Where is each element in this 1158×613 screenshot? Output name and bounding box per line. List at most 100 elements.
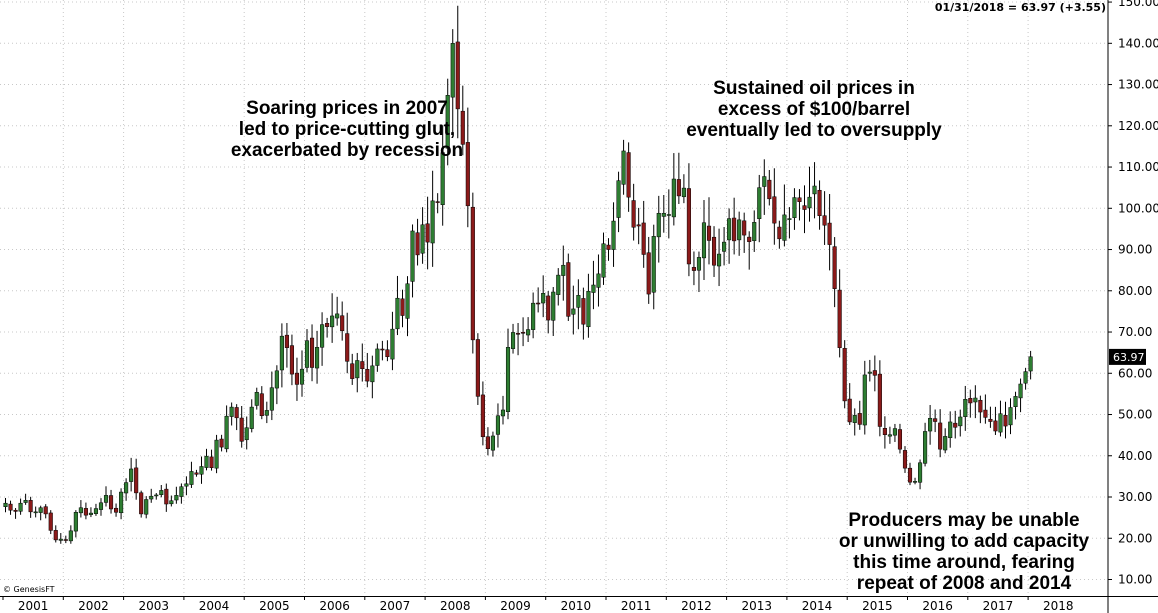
candle-down xyxy=(53,530,58,541)
candle-down xyxy=(435,201,440,203)
candle-up xyxy=(159,490,164,495)
candle-up xyxy=(355,360,360,379)
candle-up xyxy=(144,499,149,515)
annotation-line: Sustained oil prices in xyxy=(713,78,915,99)
candle-up xyxy=(923,431,928,464)
candle-down xyxy=(43,506,48,515)
candle-up xyxy=(38,507,43,513)
candle-up xyxy=(430,200,435,244)
candle-down xyxy=(988,418,993,422)
candle-up xyxy=(23,500,28,503)
candle-up xyxy=(661,212,666,217)
candle-down xyxy=(114,507,119,513)
candle-down xyxy=(294,372,300,385)
candle-down xyxy=(933,418,938,422)
annotation-2013: Sustained oil prices in excess of $100/b… xyxy=(672,78,956,141)
y-axis: 10.00 20.00 30.00 40.00 50.00 60.00 70.00 80.00… xyxy=(1107,0,1158,613)
candle-up xyxy=(420,224,425,254)
x-tick-label: 2010 xyxy=(561,599,592,613)
candle-up xyxy=(656,212,661,238)
candle-down xyxy=(686,188,691,265)
candle-up xyxy=(119,491,124,514)
candle-up xyxy=(440,152,445,206)
candle-down xyxy=(968,398,973,404)
y-tick-label: 40.00 xyxy=(1118,449,1152,463)
candle-up xyxy=(616,180,621,218)
candle-up xyxy=(757,187,762,219)
candle-down xyxy=(234,407,239,419)
candle-down xyxy=(108,495,114,510)
candle-up xyxy=(490,435,495,451)
candle-down xyxy=(465,142,470,207)
candle-up xyxy=(249,406,254,429)
candle-down xyxy=(877,373,882,427)
candle-down xyxy=(902,450,908,469)
x-tick-label: 2008 xyxy=(440,599,471,613)
candle-up xyxy=(500,409,506,417)
candle-down xyxy=(475,339,480,397)
candle-up xyxy=(928,417,933,432)
candle-up xyxy=(696,257,702,271)
annotation-line: excess of $100/barrel xyxy=(717,99,911,120)
candle-down xyxy=(350,363,355,379)
candle-up xyxy=(33,511,38,514)
candle-down xyxy=(63,539,68,541)
candle-up xyxy=(651,236,656,293)
candle-up xyxy=(445,95,450,149)
candle-down xyxy=(365,369,370,382)
candle-up xyxy=(611,220,616,250)
candle-up xyxy=(958,416,963,427)
candle-down xyxy=(747,236,752,242)
candle-down xyxy=(325,323,330,327)
candle-down xyxy=(837,289,842,348)
candle-down xyxy=(289,345,294,375)
candle-up xyxy=(269,387,274,411)
candle-down xyxy=(641,222,646,255)
candle-up xyxy=(299,368,305,385)
annotation-line: led to price-cutting glut, xyxy=(238,119,456,140)
last-price-label: 63.97 xyxy=(1113,351,1145,364)
candle-down xyxy=(340,315,345,332)
y-tick-label: 110.00 xyxy=(1118,160,1158,174)
candle-up xyxy=(1023,371,1028,384)
candle-up xyxy=(852,415,857,423)
y-tick-label: 20.00 xyxy=(1118,531,1152,545)
candle-down xyxy=(706,225,712,241)
candle-down xyxy=(566,262,571,317)
candle-down xyxy=(139,492,144,515)
candle-down xyxy=(938,422,943,450)
candle-up xyxy=(596,273,601,288)
candlestick-series xyxy=(3,5,1033,544)
candle-down xyxy=(832,246,837,289)
candle-up xyxy=(591,284,596,293)
candle-up xyxy=(752,222,757,242)
y-tick-label: 80.00 xyxy=(1118,284,1152,298)
candle-up xyxy=(124,482,129,494)
x-tick-label: 2018 xyxy=(1043,599,1074,613)
y-tick-label: 120.00 xyxy=(1118,119,1158,133)
candle-up xyxy=(1018,383,1023,399)
candle-down xyxy=(360,361,365,369)
candle-down xyxy=(48,512,53,531)
candle-up xyxy=(621,150,626,185)
candle-up xyxy=(3,502,8,507)
candle-down xyxy=(827,222,832,245)
candle-up xyxy=(18,502,23,512)
candle-down xyxy=(415,232,420,256)
candle-up xyxy=(149,495,154,500)
candle-up xyxy=(98,502,104,510)
candle-up xyxy=(576,295,581,308)
candle-down xyxy=(691,267,696,271)
candle-down xyxy=(907,467,913,483)
x-tick-label: 2004 xyxy=(199,599,230,613)
y-tick-label: 10.00 xyxy=(1118,573,1152,587)
candle-up xyxy=(541,293,546,304)
x-tick-label: 2009 xyxy=(500,599,531,613)
candle-up xyxy=(129,468,134,482)
last-price-box xyxy=(1109,348,1146,365)
candle-up xyxy=(601,243,606,278)
candle-down xyxy=(802,205,807,210)
candle-up xyxy=(912,481,918,483)
candle-down xyxy=(676,179,681,197)
candle-down xyxy=(983,409,988,418)
